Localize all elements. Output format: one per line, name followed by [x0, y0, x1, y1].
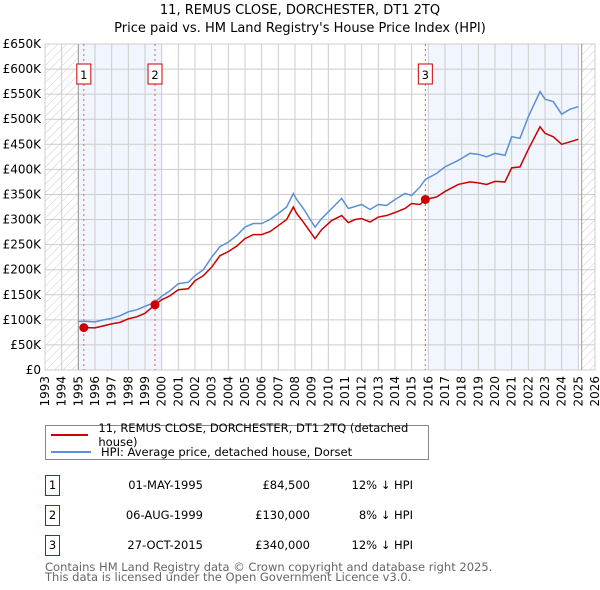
sale-label: 3 — [422, 68, 429, 82]
y-tick-label: £500K — [3, 112, 43, 126]
x-tick-label: 2017 — [438, 376, 452, 407]
legend: 11, REMUS CLOSE, DORCHESTER, DT1 2TQ (de… — [45, 421, 429, 460]
x-tick-label: 2000 — [155, 376, 169, 407]
x-tick-label: 2008 — [288, 376, 302, 407]
x-tick-label: 2002 — [188, 376, 202, 407]
x-tick-label: 2007 — [271, 376, 285, 407]
plot-border — [44, 43, 596, 371]
sale-point — [150, 300, 160, 310]
chart-subtitle: Price paid vs. HM Land Registry's House … — [114, 21, 486, 36]
x-tick-label: 2016 — [421, 376, 435, 407]
x-tick-label: 2006 — [255, 376, 269, 407]
transaction-date: 27-OCT-2015 — [127, 538, 203, 552]
x-tick-label: 2014 — [388, 376, 402, 407]
sale-label-box — [147, 63, 163, 85]
x-tick-label: 2025 — [571, 376, 585, 407]
x-tick-label: 2010 — [321, 376, 335, 407]
x-tick-label: 1993 — [38, 376, 52, 407]
y-tick-label: £650K — [3, 37, 43, 51]
x-tick-label: 2026 — [588, 376, 600, 407]
transaction-number: 2 — [45, 505, 60, 526]
x-tick-label: 1998 — [121, 376, 135, 407]
sale-label-box — [76, 63, 92, 85]
x-tick-label: 2004 — [221, 376, 235, 407]
chart-title: 11, REMUS CLOSE, DORCHESTER, DT1 2TQ — [159, 3, 441, 18]
property-price-line — [83, 125, 579, 329]
sale-label-box — [417, 63, 433, 85]
x-tick-label: 2022 — [521, 376, 535, 407]
y-tick-label: £600K — [3, 62, 43, 76]
legend-label: 11, REMUS CLOSE, DORCHESTER, DT1 2TQ (de… — [98, 421, 409, 449]
x-tick-label: 2001 — [171, 376, 185, 407]
legend-item-property: 11, REMUS CLOSE, DORCHESTER, DT1 2TQ (de… — [46, 421, 428, 449]
y-tick-label: £250K — [3, 238, 43, 252]
y-tick-label: £450K — [3, 137, 43, 151]
y-tick-label: £400K — [3, 162, 43, 176]
x-tick-label: 2015 — [405, 376, 419, 407]
transaction-price: £130,000 — [255, 508, 310, 522]
transaction-hpi: 12% ↓ HPI — [351, 478, 413, 492]
y-tick-label: £350K — [3, 187, 43, 201]
y-tick-label: £50K — [10, 338, 42, 352]
x-tick-label: 2018 — [455, 376, 469, 407]
x-tick-label: 1994 — [55, 376, 69, 407]
x-tick-label: 1996 — [88, 376, 102, 407]
x-tick-label: 2019 — [471, 376, 485, 407]
x-tick-label: 2020 — [488, 376, 502, 407]
x-tick-label: 1995 — [71, 376, 85, 407]
x-tick-label: 2013 — [371, 376, 385, 407]
x-tick-label: 2024 — [555, 376, 569, 407]
transaction-number: 3 — [45, 535, 60, 556]
y-tick-label: £150K — [3, 288, 43, 302]
x-tick-label: 2003 — [205, 376, 219, 407]
legend-swatch-red — [51, 434, 89, 436]
x-tick-label: 2023 — [538, 376, 552, 407]
footer-licence: This data is licensed under the Open Gov… — [45, 570, 412, 584]
transaction-number: 1 — [45, 475, 60, 496]
legend-swatch-blue — [51, 451, 91, 453]
transaction-hpi: 8% ↓ HPI — [358, 508, 413, 522]
y-tick-label: £0 — [26, 363, 41, 377]
transaction-price: £340,000 — [255, 538, 310, 552]
legend-label: HPI: Average price, detached house, Dors… — [101, 445, 353, 459]
sale-point — [79, 323, 89, 333]
x-tick-label: 2012 — [355, 376, 369, 407]
price-chart: 1993 1994 1995 1996 1997 1998 1999 2000 2001 2002… — [3, 37, 600, 407]
sale-label: 2 — [151, 68, 158, 82]
transaction-hpi: 12% ↓ HPI — [351, 538, 413, 552]
hpi-line — [78, 90, 579, 323]
hatched-range — [581, 44, 595, 370]
footer-copyright: Contains HM Land Registry data © Crown c… — [45, 560, 493, 574]
y-tick-label: £200K — [3, 263, 43, 277]
sale-label: 1 — [80, 68, 87, 82]
y-tick-label: £550K — [3, 87, 43, 101]
x-tick-label: 2009 — [305, 376, 319, 407]
legend-item-hpi: HPI: Average price, detached house, Dors… — [46, 444, 352, 460]
transaction-price: £84,500 — [262, 478, 310, 492]
x-tick-label: 2021 — [505, 376, 519, 407]
x-tick-label: 2005 — [238, 376, 252, 407]
x-tick-label: 1999 — [138, 376, 152, 407]
shaded-range — [428, 44, 579, 370]
x-tick-label: 2011 — [338, 376, 352, 407]
y-tick-label: £300K — [3, 213, 43, 227]
sale-point — [420, 194, 430, 204]
y-tick-label: £100K — [3, 313, 43, 327]
transaction-date: 06-AUG-1999 — [125, 508, 203, 522]
transaction-date: 01-MAY-1995 — [128, 478, 203, 492]
x-tick-label: 1997 — [105, 376, 119, 407]
